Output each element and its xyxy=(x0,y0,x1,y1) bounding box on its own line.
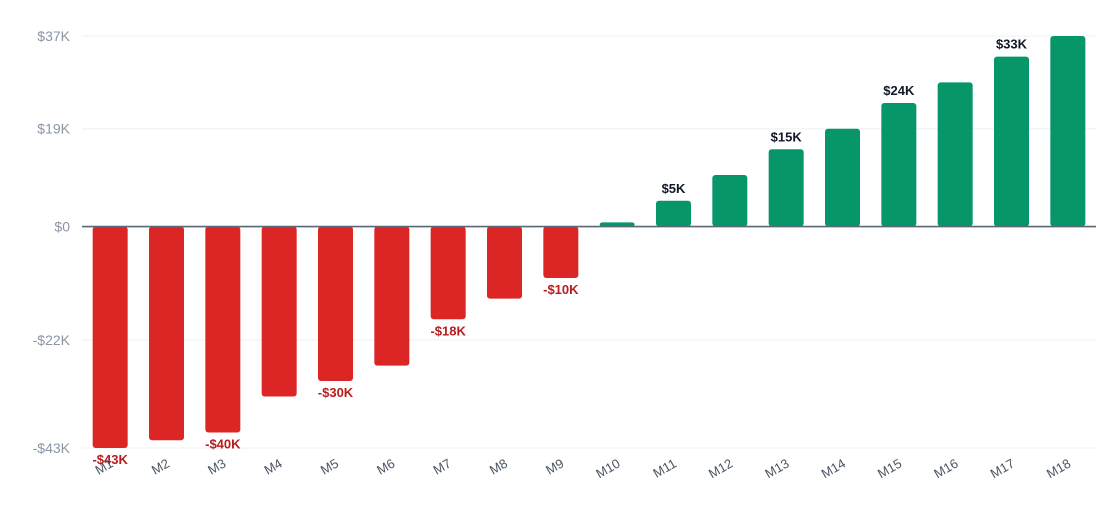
bars xyxy=(92,36,1086,448)
bar-m11 xyxy=(656,200,691,227)
data-label: $24K xyxy=(883,83,915,98)
x-tick-label: M3 xyxy=(205,456,228,478)
bar-m10 xyxy=(599,222,635,227)
y-axis: $37K $19K $0 -$22K -$43K xyxy=(33,28,71,456)
data-label: -$43K xyxy=(92,452,128,467)
x-tick-label: M9 xyxy=(543,456,566,478)
bar-m5 xyxy=(318,226,353,382)
data-labels: -$43K -$40K -$30K -$18K -$10K $5K $15K $24K $33K xyxy=(92,37,1027,467)
y-tick-label: $19K xyxy=(37,121,70,137)
y-tick-label: -$22K xyxy=(33,332,71,348)
bar-m1 xyxy=(92,226,128,448)
bar-m17 xyxy=(994,56,1029,227)
x-tick-label: M13 xyxy=(762,456,791,482)
x-tick-label: M5 xyxy=(318,456,341,478)
x-tick-label: M10 xyxy=(593,456,622,482)
bar-m3 xyxy=(205,226,241,433)
bar-m15 xyxy=(881,102,917,227)
data-label: -$10K xyxy=(543,282,579,297)
x-tick-label: M14 xyxy=(819,456,848,482)
bar-m13 xyxy=(768,149,804,227)
x-tick-label: M18 xyxy=(1044,456,1073,482)
data-label: -$30K xyxy=(318,385,354,400)
x-tick-label: M17 xyxy=(988,456,1017,482)
bar-m7 xyxy=(430,226,466,320)
bar-m8 xyxy=(487,226,522,299)
x-tick-label: M11 xyxy=(650,456,679,481)
data-label: $15K xyxy=(771,129,803,144)
data-label: -$18K xyxy=(430,323,466,338)
data-label: $5K xyxy=(662,181,686,196)
bar-m12 xyxy=(712,175,748,227)
x-axis: M1 M2 M3 M4 M5 M6 M7 M8 M9 M10 M11 M12 M13 M14 M15 M16 M… xyxy=(93,456,1074,482)
bar-m16 xyxy=(937,82,973,227)
bar-m4 xyxy=(261,226,297,397)
bar-m2 xyxy=(149,226,184,441)
grid-lines xyxy=(82,35,1096,449)
data-label: $33K xyxy=(996,37,1028,52)
bar-m9 xyxy=(543,226,579,279)
x-tick-label: M8 xyxy=(487,456,510,478)
y-tick-label: -$43K xyxy=(33,440,71,456)
x-tick-label: M16 xyxy=(931,456,960,482)
x-tick-label: M2 xyxy=(149,456,172,478)
bar-m6 xyxy=(374,226,410,366)
x-tick-label: M12 xyxy=(706,456,735,482)
x-tick-label: M6 xyxy=(374,456,397,478)
bar-m18 xyxy=(1050,36,1086,227)
x-tick-label: M7 xyxy=(431,456,454,478)
data-label: -$40K xyxy=(205,437,241,452)
x-tick-label: M15 xyxy=(875,456,904,482)
y-tick-label: $37K xyxy=(37,28,70,44)
x-tick-label: M4 xyxy=(262,456,285,478)
y-tick-label: $0 xyxy=(54,219,70,235)
bar-m14 xyxy=(825,128,860,227)
